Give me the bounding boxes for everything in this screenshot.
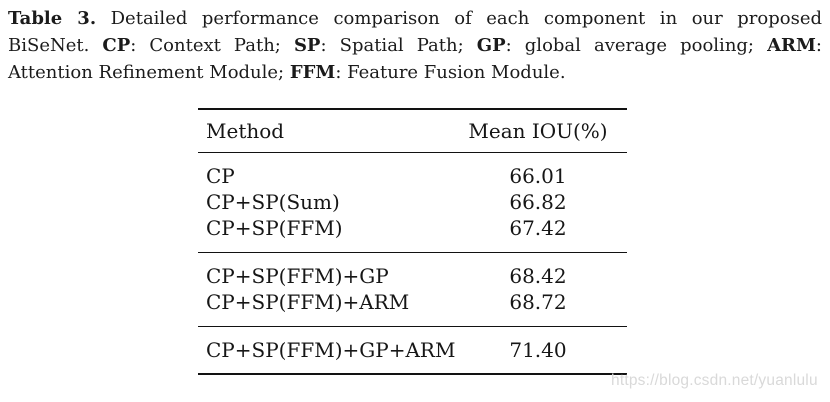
table-midrule-1 bbox=[198, 152, 627, 153]
method-cell: CP bbox=[206, 164, 235, 188]
caption-term-ffm: FFM bbox=[289, 62, 336, 83]
table-bottomrule bbox=[198, 373, 627, 375]
miou-cell: 66.01 bbox=[509, 164, 567, 188]
col-header-miou: Mean IOU(%) bbox=[468, 119, 608, 143]
table-group-1: CP 66.01 CP+SP(Sum) 66.82 CP+SP(FFM) 67.… bbox=[198, 153, 627, 252]
watermark-text: https://blog.csdn.net/yuanlulu bbox=[611, 372, 818, 389]
table-row: CP+SP(FFM)+ARM 68.72 bbox=[198, 289, 627, 315]
miou-cell: 71.40 bbox=[509, 338, 567, 362]
table-group-3: CP+SP(FFM)+GP+ARM 71.40 bbox=[198, 327, 627, 373]
caption-text: : global average pooling; bbox=[505, 35, 768, 56]
caption-text: Detailed performance comparison of each … bbox=[96, 8, 822, 29]
col-header-method: Method bbox=[206, 119, 285, 143]
caption-text: : bbox=[815, 35, 822, 56]
caption-text: : Spatial Path; bbox=[320, 35, 477, 56]
miou-cell: 68.72 bbox=[509, 290, 567, 314]
caption-term-cp: CP bbox=[102, 35, 131, 56]
table-caption: Table 3. Detailed performance comparison… bbox=[8, 5, 822, 86]
table-midrule-3 bbox=[198, 326, 627, 327]
table-group-2: CP+SP(FFM)+GP 68.42 CP+SP(FFM)+ARM 68.72 bbox=[198, 253, 627, 326]
caption-term-sp: SP bbox=[293, 35, 321, 56]
caption-term-arm: ARM bbox=[767, 35, 816, 56]
results-table: Method Mean IOU(%) CP 66.01 CP+SP(Sum) 6… bbox=[198, 108, 627, 375]
method-cell: CP+SP(FFM)+GP+ARM bbox=[206, 338, 456, 362]
table-row: CP+SP(Sum) 66.82 bbox=[198, 189, 627, 215]
caption-term-gp: GP bbox=[476, 35, 506, 56]
table-row: CP+SP(FFM) 67.42 bbox=[198, 215, 627, 241]
table-row: CP 66.01 bbox=[198, 163, 627, 189]
table-row: CP+SP(FFM)+GP+ARM 71.40 bbox=[198, 337, 627, 363]
caption-table-label: Table 3. bbox=[8, 8, 97, 29]
miou-cell: 66.82 bbox=[509, 190, 567, 214]
miou-cell: 68.42 bbox=[509, 264, 567, 288]
caption-text: : Feature Fusion Module. bbox=[335, 62, 566, 83]
caption-text: : Context Path; bbox=[130, 35, 294, 56]
table-toprule bbox=[198, 108, 627, 110]
table-midrule-2 bbox=[198, 252, 627, 253]
caption-line: Table 3. Detailed performance comparison… bbox=[8, 5, 822, 32]
method-cell: CP+SP(FFM)+ARM bbox=[206, 290, 410, 314]
method-cell: CP+SP(FFM) bbox=[206, 216, 343, 240]
caption-text: BiSeNet. bbox=[8, 35, 103, 56]
caption-line: BiSeNet. CP: Context Path; SP: Spatial P… bbox=[8, 32, 822, 59]
caption-text: Attention Refinement Module; bbox=[8, 62, 290, 83]
method-cell: CP+SP(FFM)+GP bbox=[206, 264, 389, 288]
table-row: CP+SP(FFM)+GP 68.42 bbox=[198, 263, 627, 289]
method-cell: CP+SP(Sum) bbox=[206, 190, 340, 214]
caption-line: Attention Refinement Module; FFM: Featur… bbox=[8, 59, 822, 86]
miou-cell: 67.42 bbox=[509, 216, 567, 240]
table-header-row: Method Mean IOU(%) bbox=[198, 110, 627, 152]
